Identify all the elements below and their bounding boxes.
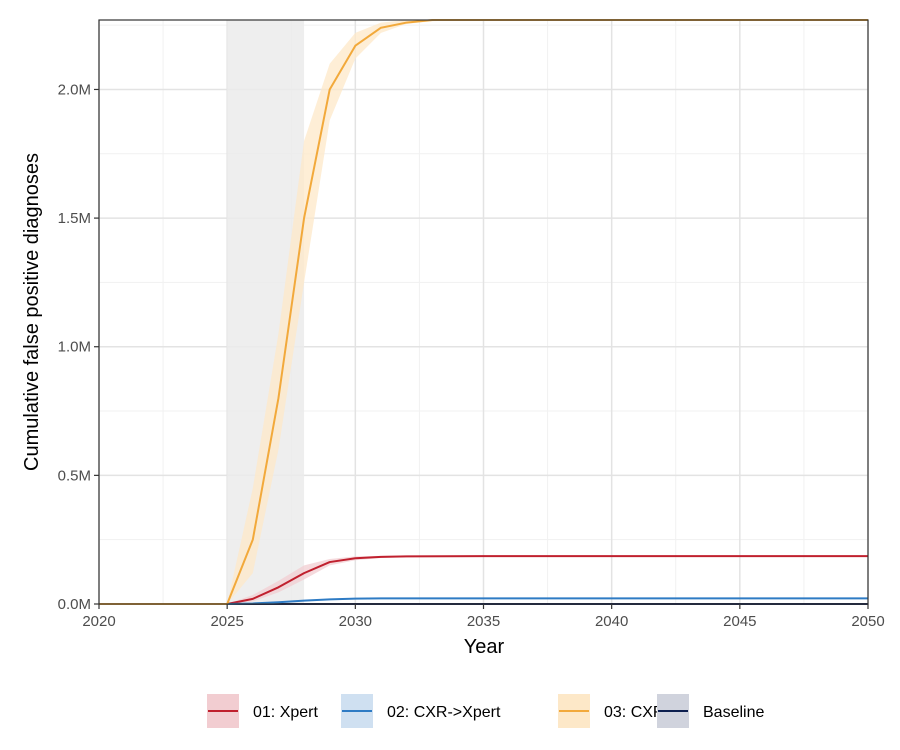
x-axis-title: Year	[464, 636, 505, 658]
legend-label: 01: Xpert	[253, 704, 318, 721]
y-axis-title: Cumulative false positive diagnoses	[21, 153, 43, 471]
y-tick-label: 1.5M	[58, 210, 91, 227]
legend-item-4: Baseline	[657, 694, 764, 728]
legend-label: 03: CXR	[604, 704, 664, 721]
x-tick-label: 2050	[851, 613, 884, 630]
y-tick-label: 1.0M	[58, 339, 91, 356]
x-tick-label: 2020	[82, 613, 115, 630]
plot-area	[98, 19, 869, 605]
legend-item-2: 02: CXR->Xpert	[341, 694, 501, 728]
legend-item-3: 03: CXR	[558, 694, 664, 728]
line-series-1	[99, 555, 868, 605]
legend-label: Baseline	[703, 704, 764, 721]
y-tick-label: 0.5M	[58, 467, 91, 484]
axes-layer: 2020 2025 2030 2035 2040 2045 2050 0.0M 0.5M 1.0M…	[58, 19, 885, 630]
y-tick-label: 2.0M	[58, 81, 91, 98]
x-tick-label: 2045	[723, 613, 756, 630]
legend-item-1: 01: Xpert	[207, 694, 318, 728]
x-tick-label: 2025	[210, 613, 243, 630]
legend-label: 02: CXR->Xpert	[387, 704, 501, 721]
y-tick-label: 0.0M	[58, 596, 91, 613]
x-tick-label: 2040	[595, 613, 628, 630]
x-tick-label: 2035	[467, 613, 500, 630]
legend: 01: Xpert 02: CXR->Xpert 03: CXR Baseline	[207, 694, 764, 728]
x-tick-label: 2030	[339, 613, 372, 630]
